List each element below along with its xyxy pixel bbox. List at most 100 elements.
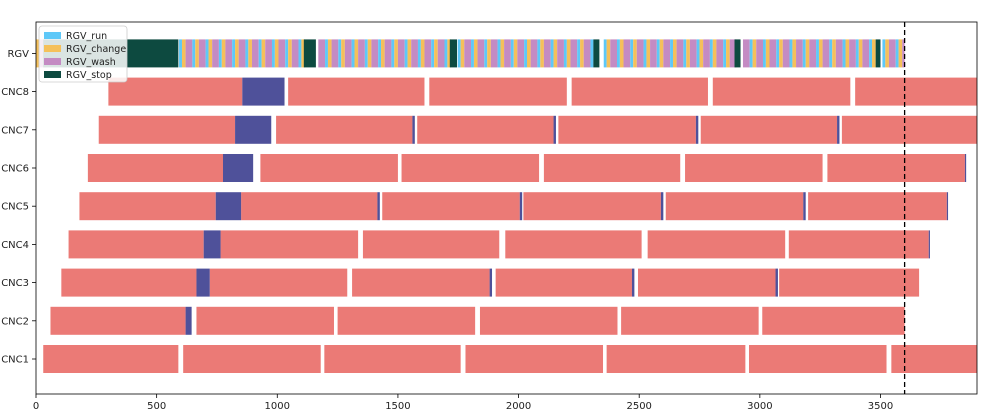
process-bar [241, 192, 378, 221]
rgv-segment-rgv-wash [796, 39, 803, 68]
rgv-segment-rgv-wash [583, 39, 591, 68]
rgv-segment-rgv-change [221, 39, 226, 68]
rgv-segment-rgv-change [699, 39, 704, 68]
process-bar [108, 77, 243, 106]
wait-bar [235, 115, 272, 144]
rgv-segment-rgv-stop [593, 39, 600, 68]
process-bar [647, 230, 786, 259]
rgv-segment-rgv-change [659, 39, 664, 68]
rgv-segment-rgv-wash [265, 39, 272, 68]
rgv-segment-rgv-wash [769, 39, 777, 68]
x-tick-label: 500 [147, 401, 166, 412]
rgv-segment-rgv-change [872, 39, 876, 68]
wait-bar [946, 192, 949, 221]
rgv-segment-rgv-wash [331, 39, 339, 68]
process-bar [621, 306, 759, 335]
process-bar [505, 230, 642, 259]
rgv-segment-rgv-change [274, 39, 279, 68]
rgv-segment-rgv-run [524, 39, 528, 68]
rgv-segment-rgv-run [378, 39, 382, 68]
process-bar [401, 154, 540, 182]
rgv-segment-rgv-wash [464, 39, 472, 68]
rgv-segment-rgv-run [776, 39, 780, 68]
rgv-segment-rgv-wash [862, 39, 870, 68]
rgv-segment-rgv-change [832, 39, 836, 68]
process-bar [209, 268, 348, 297]
rgv-segment-rgv-wash [185, 39, 193, 68]
rgv-segment-rgv-change [354, 39, 359, 68]
x-tick-label: 3000 [747, 401, 772, 412]
rgv-segment-rgv-change [553, 39, 558, 68]
axes-frame [35, 21, 978, 395]
process-bar [288, 77, 425, 106]
process-bar [50, 306, 186, 335]
rgv-segment-rgv-change [500, 39, 505, 68]
rgv-segment-rgv-change [341, 39, 345, 68]
process-bar [382, 192, 520, 221]
rgv-segment-rgv-change [792, 39, 797, 68]
process-bar [665, 192, 804, 221]
rgv-segment-rgv-change [633, 39, 637, 68]
y-tick-label: RGV [7, 49, 29, 60]
rgv-segment-rgv-run [895, 39, 899, 68]
process-bar [417, 115, 554, 144]
rgv-segment-rgv-change [646, 39, 651, 68]
wait-bar [928, 230, 930, 259]
process-bar [855, 77, 977, 106]
rgv-segment-rgv-change [434, 39, 438, 68]
rgv-segment-rgv-wash [650, 39, 657, 68]
process-bar [79, 192, 216, 221]
process-bar [788, 230, 929, 259]
rgv-segment-rgv-change [845, 39, 850, 68]
rgv-segment-rgv-wash [358, 39, 365, 68]
rgv-segment-rgv-wash [716, 39, 724, 68]
rgv-segment-rgv-change [805, 39, 810, 68]
rgv-segment-rgv-wash [782, 39, 790, 68]
rgv-segment-rgv-run [338, 39, 342, 68]
legend-swatch-rgv-wash [44, 58, 61, 65]
rgv-segment-rgv-run [391, 39, 395, 68]
process-bar [98, 115, 236, 144]
wait-bar [775, 268, 778, 297]
rgv-segment-rgv-run [457, 39, 461, 68]
process-bar [362, 230, 500, 259]
rgv-segment-rgv-wash [729, 39, 737, 68]
rgv-segment-rgv-change [327, 39, 332, 68]
process-bar [808, 192, 947, 221]
rgv-segment-rgv-change [752, 39, 757, 68]
y-tick-label: CNC5 [1, 202, 29, 213]
rgv-segment-rgv-change [381, 39, 385, 68]
rgv-segment-rgv-run [816, 39, 819, 68]
rgv-segment-rgv-change [898, 39, 903, 68]
rgv-segment-rgv-run [749, 39, 753, 68]
process-bar [700, 115, 838, 144]
wait-bar [553, 115, 556, 144]
rgv-segment-rgv-wash [543, 39, 551, 68]
rgv-segment-rgv-change [726, 39, 730, 68]
rgv-segment-rgv-wash [756, 39, 763, 68]
process-bar [220, 230, 359, 259]
legend-label: RGV_stop [66, 70, 112, 81]
rgv-segment-rgv-wash [384, 39, 392, 68]
rgv-segment-rgv-run [417, 39, 421, 68]
y-tick-label: CNC4 [1, 240, 29, 251]
y-tick-label: CNC8 [1, 87, 29, 98]
rgv-segment-rgv-run [855, 39, 859, 68]
rgv-segment-rgv-run [258, 39, 262, 68]
rgv-segment-rgv-run [829, 39, 833, 68]
rgv-segment-rgv-wash [291, 39, 299, 68]
rgv-segment-rgv-run [444, 39, 448, 68]
rgv-segment-rgv-run [670, 39, 673, 68]
rgv-segment-rgv-change [301, 39, 306, 68]
rgv-segment-rgv-change [407, 39, 412, 68]
y-tick-label: CNC1 [1, 355, 29, 366]
rgv-segment-rgv-wash [278, 39, 286, 68]
rgv-segment-rgv-run [723, 39, 727, 68]
rgv-segment-rgv-change [36, 39, 40, 68]
process-bar [891, 345, 977, 373]
process-bar [68, 230, 204, 259]
x-tick-label: 1000 [265, 401, 290, 412]
rgv-segment-rgv-change [672, 39, 677, 68]
wait-bar [837, 115, 840, 144]
